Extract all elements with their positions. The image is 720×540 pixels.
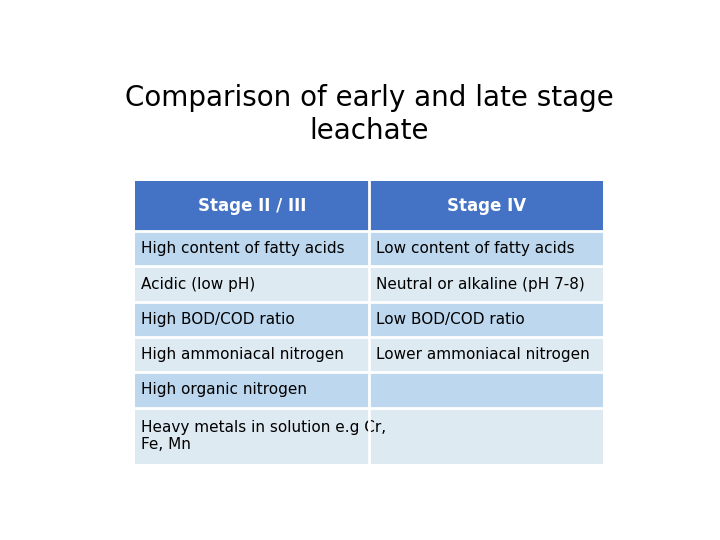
Text: Lower ammoniacal nitrogen: Lower ammoniacal nitrogen bbox=[376, 347, 590, 362]
Bar bbox=[369, 408, 603, 464]
Bar bbox=[135, 408, 369, 464]
Bar bbox=[135, 231, 369, 266]
Bar bbox=[135, 181, 369, 231]
Bar bbox=[369, 181, 603, 231]
Text: Neutral or alkaline (pH 7-8): Neutral or alkaline (pH 7-8) bbox=[376, 276, 585, 292]
Bar bbox=[369, 266, 603, 302]
Text: Stage II / III: Stage II / III bbox=[197, 197, 306, 215]
Bar bbox=[135, 337, 369, 372]
Bar bbox=[135, 302, 369, 337]
Bar bbox=[369, 372, 603, 408]
Text: Heavy metals in solution e.g Cr,
Fe, Mn: Heavy metals in solution e.g Cr, Fe, Mn bbox=[141, 420, 387, 452]
Text: High content of fatty acids: High content of fatty acids bbox=[141, 241, 345, 256]
Bar bbox=[369, 231, 603, 266]
Text: Stage IV: Stage IV bbox=[446, 197, 526, 215]
Text: High ammoniacal nitrogen: High ammoniacal nitrogen bbox=[141, 347, 344, 362]
Bar bbox=[135, 266, 369, 302]
Text: Low BOD/COD ratio: Low BOD/COD ratio bbox=[376, 312, 524, 327]
Text: Comparison of early and late stage
leachate: Comparison of early and late stage leach… bbox=[125, 84, 613, 145]
Text: Acidic (low pH): Acidic (low pH) bbox=[141, 276, 256, 292]
Bar bbox=[135, 372, 369, 408]
Text: High organic nitrogen: High organic nitrogen bbox=[141, 382, 307, 397]
Bar bbox=[369, 302, 603, 337]
Text: Low content of fatty acids: Low content of fatty acids bbox=[376, 241, 575, 256]
Text: High BOD/COD ratio: High BOD/COD ratio bbox=[141, 312, 295, 327]
Bar bbox=[369, 337, 603, 372]
